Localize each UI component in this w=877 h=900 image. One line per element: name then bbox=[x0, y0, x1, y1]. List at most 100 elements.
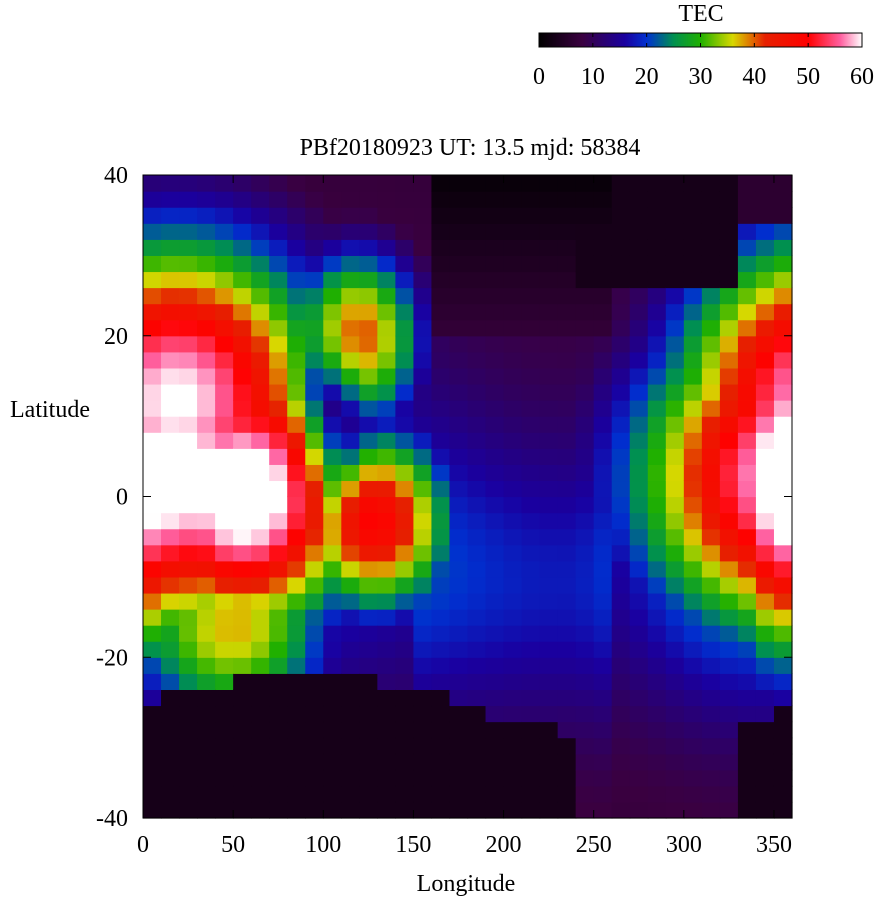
heatmap-cell bbox=[629, 367, 649, 385]
heatmap-cell bbox=[485, 271, 505, 289]
heatmap-cell bbox=[197, 335, 216, 353]
heatmap-cell bbox=[683, 753, 703, 771]
heatmap-cell bbox=[215, 496, 234, 514]
heatmap-cell bbox=[197, 528, 216, 546]
heatmap-cell bbox=[773, 641, 793, 658]
heatmap-cell bbox=[719, 432, 739, 449]
heatmap-cell bbox=[647, 560, 667, 578]
heatmap-cell bbox=[323, 673, 342, 690]
heatmap-cell bbox=[521, 689, 541, 707]
heatmap-cell bbox=[593, 544, 613, 562]
heatmap-cell bbox=[197, 512, 216, 530]
heatmap-cell bbox=[755, 544, 775, 562]
heatmap-cell bbox=[629, 351, 649, 369]
heatmap-cell bbox=[323, 448, 342, 465]
heatmap-cell bbox=[323, 512, 342, 530]
heatmap-cell bbox=[539, 448, 559, 465]
heatmap-cell bbox=[611, 689, 631, 707]
heatmap-cell bbox=[251, 673, 270, 690]
heatmap-cell bbox=[575, 496, 595, 514]
heatmap-cell bbox=[647, 769, 667, 787]
heatmap-cell bbox=[557, 367, 577, 385]
heatmap-cell bbox=[287, 785, 306, 803]
heatmap-cell bbox=[647, 400, 667, 417]
heatmap-cell bbox=[269, 737, 288, 755]
heatmap-cell bbox=[539, 383, 559, 401]
heatmap-cell bbox=[359, 592, 378, 610]
heatmap-cell bbox=[413, 641, 433, 658]
heatmap-cell bbox=[521, 625, 541, 642]
heatmap-cell bbox=[719, 673, 739, 690]
heatmap-cell bbox=[269, 207, 288, 224]
heatmap-cell bbox=[341, 657, 360, 674]
heatmap-cell bbox=[377, 641, 396, 658]
heatmap-cell bbox=[575, 383, 595, 401]
heatmap-cell bbox=[521, 544, 541, 562]
heatmap-cell bbox=[269, 351, 288, 369]
heatmap-cell bbox=[287, 335, 306, 353]
heatmap-cell bbox=[323, 416, 342, 433]
heatmap-cell bbox=[143, 496, 162, 514]
heatmap-cell bbox=[521, 480, 541, 498]
heatmap-cell bbox=[143, 448, 162, 465]
heatmap-cell bbox=[701, 801, 721, 819]
heatmap-cell bbox=[395, 625, 415, 642]
heatmap-cell bbox=[683, 528, 703, 546]
heatmap-cell bbox=[305, 255, 324, 273]
heatmap-cell bbox=[593, 785, 613, 803]
heatmap-cell bbox=[647, 207, 667, 224]
heatmap-cell bbox=[341, 753, 360, 771]
heatmap-cell bbox=[665, 464, 685, 482]
heatmap-cell bbox=[503, 801, 523, 819]
x-tick-label: 100 bbox=[305, 832, 341, 858]
heatmap-cell bbox=[719, 416, 739, 433]
heatmap-cell bbox=[593, 721, 613, 739]
heatmap-cell bbox=[215, 689, 234, 707]
heatmap-cell bbox=[665, 400, 685, 417]
heatmap-cell bbox=[305, 801, 324, 819]
heatmap-cell bbox=[215, 512, 234, 530]
y-axis-ticks: -40 -20 0 20 40 bbox=[96, 163, 792, 832]
heatmap-cell bbox=[503, 303, 523, 321]
heatmap-cell bbox=[215, 801, 234, 819]
heatmap-cell bbox=[737, 223, 757, 240]
heatmap-cell bbox=[737, 801, 757, 819]
heatmap-cell bbox=[521, 351, 541, 369]
heatmap-cell bbox=[287, 625, 306, 642]
heatmap-cell bbox=[449, 351, 469, 369]
heatmap-cell bbox=[773, 223, 793, 240]
heatmap-cell bbox=[467, 351, 487, 369]
heatmap-cell bbox=[665, 657, 685, 674]
heatmap-cell bbox=[197, 625, 216, 642]
heatmap-cell bbox=[755, 416, 775, 433]
heatmap-cell bbox=[179, 207, 198, 224]
heatmap-cell bbox=[323, 592, 342, 610]
heatmap-cell bbox=[521, 271, 541, 289]
heatmap-cell bbox=[701, 191, 721, 208]
heatmap-cell bbox=[413, 464, 433, 482]
heatmap-cell bbox=[539, 625, 559, 642]
heatmap-cell bbox=[737, 689, 757, 707]
heatmap-cell bbox=[773, 464, 793, 482]
heatmap-cell bbox=[395, 576, 415, 594]
heatmap-cell bbox=[143, 191, 162, 208]
heatmap-cell bbox=[557, 592, 577, 610]
heatmap-cell bbox=[269, 496, 288, 514]
heatmap-cell bbox=[179, 255, 198, 273]
heatmap-cell bbox=[773, 175, 793, 192]
heatmap-cell bbox=[503, 721, 523, 739]
heatmap-cell bbox=[161, 255, 180, 273]
heatmap-cell bbox=[467, 191, 487, 208]
heatmap-cell bbox=[377, 609, 396, 626]
heatmap-cell bbox=[359, 673, 378, 690]
heatmap-cell bbox=[647, 480, 667, 498]
heatmap-cell bbox=[305, 673, 324, 690]
heatmap-cell bbox=[665, 432, 685, 449]
heatmap-cell bbox=[575, 207, 595, 224]
heatmap-cell bbox=[755, 287, 775, 305]
heatmap-cell bbox=[485, 223, 505, 240]
heatmap-cell bbox=[485, 191, 505, 208]
heatmap-cell bbox=[161, 657, 180, 674]
heatmap-cell bbox=[377, 223, 396, 240]
heatmap-cell bbox=[683, 721, 703, 739]
